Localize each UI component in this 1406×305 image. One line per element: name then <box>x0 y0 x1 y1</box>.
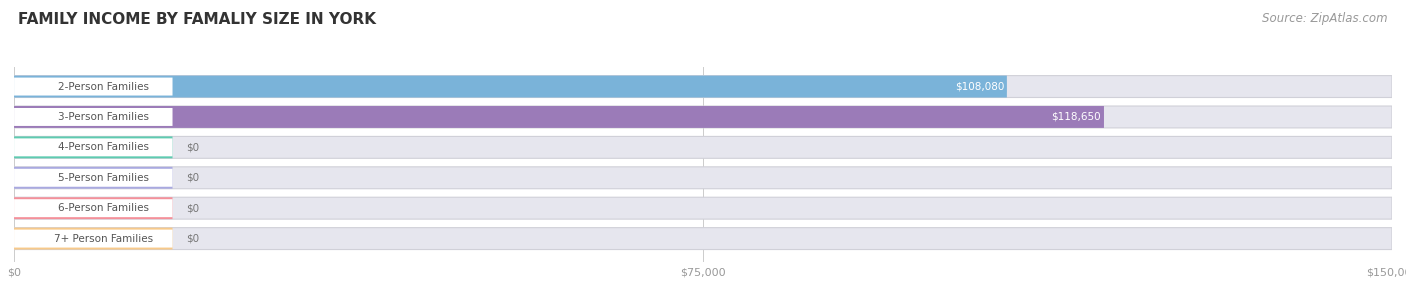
Text: $108,080: $108,080 <box>955 81 1004 92</box>
Text: $118,650: $118,650 <box>1052 112 1101 122</box>
FancyBboxPatch shape <box>14 106 1104 128</box>
Text: $0: $0 <box>186 173 200 183</box>
FancyBboxPatch shape <box>14 76 1392 98</box>
FancyBboxPatch shape <box>14 197 1392 219</box>
Text: 2-Person Families: 2-Person Families <box>58 81 149 92</box>
Text: 6-Person Families: 6-Person Families <box>58 203 149 213</box>
FancyBboxPatch shape <box>14 77 173 95</box>
FancyBboxPatch shape <box>14 230 173 248</box>
FancyBboxPatch shape <box>14 199 173 217</box>
Text: FAMILY INCOME BY FAMALIY SIZE IN YORK: FAMILY INCOME BY FAMALIY SIZE IN YORK <box>18 12 377 27</box>
FancyBboxPatch shape <box>14 167 173 189</box>
FancyBboxPatch shape <box>14 138 173 156</box>
FancyBboxPatch shape <box>14 136 173 158</box>
FancyBboxPatch shape <box>14 167 1392 189</box>
Text: Source: ZipAtlas.com: Source: ZipAtlas.com <box>1263 12 1388 25</box>
Text: 3-Person Families: 3-Person Families <box>58 112 149 122</box>
Text: 4-Person Families: 4-Person Families <box>58 142 149 152</box>
FancyBboxPatch shape <box>14 228 1392 249</box>
Text: $0: $0 <box>186 142 200 152</box>
Text: $0: $0 <box>186 203 200 213</box>
FancyBboxPatch shape <box>14 136 1392 158</box>
FancyBboxPatch shape <box>14 169 173 187</box>
Text: 7+ Person Families: 7+ Person Families <box>53 234 153 244</box>
Text: $0: $0 <box>186 234 200 244</box>
FancyBboxPatch shape <box>14 108 173 126</box>
FancyBboxPatch shape <box>14 197 173 219</box>
Text: 5-Person Families: 5-Person Families <box>58 173 149 183</box>
FancyBboxPatch shape <box>14 228 173 249</box>
FancyBboxPatch shape <box>14 106 1392 128</box>
FancyBboxPatch shape <box>14 76 1007 98</box>
